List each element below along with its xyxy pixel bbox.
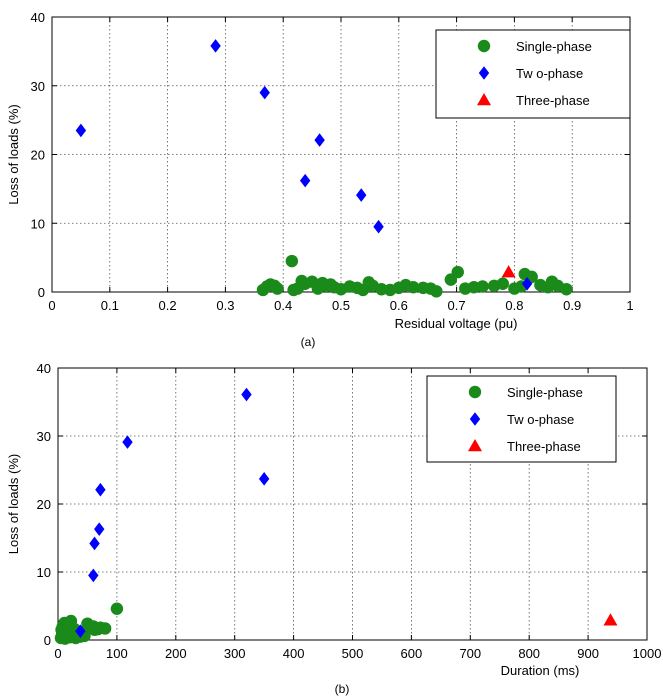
data-point-circle [110, 602, 124, 615]
series-triangle [501, 265, 516, 278]
x-tick-label: 400 [283, 646, 305, 661]
x-tick-label: 0.2 [159, 298, 177, 313]
x-tick-label: 0.1 [101, 298, 119, 313]
data-point-diamond [521, 276, 533, 291]
x-tick-label: 0.3 [216, 298, 234, 313]
data-point-diamond [259, 85, 270, 100]
legend-label: Tw o-phase [507, 412, 574, 427]
y-tick-label: 0 [38, 285, 45, 300]
data-point-diamond [75, 123, 87, 138]
legend-marker-circle [468, 385, 482, 399]
legend: Single-phase Tw o-phase Three-phase [426, 375, 617, 463]
data-point-diamond [88, 568, 99, 583]
chart-a: 0 0.1 0.2 0.3 0.4 0.5 0.6 0.7 0.8 0.9 1010203040Re… [6, 10, 634, 349]
data-point-circle [285, 254, 299, 268]
x-tick-label: 900 [577, 646, 599, 661]
y-tick-label: 20 [31, 148, 45, 163]
series-diamond [75, 39, 533, 291]
legend-label: Single-phase [516, 39, 592, 54]
data-point-diamond [373, 219, 384, 234]
data-point-circle [98, 622, 112, 635]
legend-marker-diamond [469, 412, 481, 426]
data-point-triangle [501, 265, 516, 278]
legend-label: Three-phase [507, 439, 581, 454]
legend-marker-triangle [477, 93, 491, 106]
chart-caption: (a) [301, 335, 316, 349]
series-triangle [603, 613, 618, 626]
grid [52, 17, 630, 292]
y-axis-label: Loss of loads (%) [6, 104, 21, 204]
legend-label: Three-phase [516, 93, 590, 108]
legend-marker-circle [477, 39, 491, 53]
x-tick-label: 0 [48, 298, 55, 313]
chart-caption: (b) [335, 682, 350, 696]
data-point-circle [407, 280, 420, 294]
x-tick-label: 200 [165, 646, 187, 661]
legend: Single-phase Tw o-phase Three-phase [435, 29, 631, 119]
data-point-diamond [89, 536, 100, 551]
y-tick-label: 0 [44, 633, 51, 648]
data-point-diamond [210, 39, 221, 53]
x-tick-label: 0.8 [505, 298, 523, 313]
data-point-diamond [299, 173, 311, 188]
data-point-circle [560, 283, 573, 296]
x-tick-label: 0.5 [332, 298, 350, 313]
data-point-diamond [314, 133, 325, 147]
series-circle [256, 254, 573, 298]
legend-marker-diamond [478, 66, 490, 80]
y-tick-label: 30 [31, 79, 45, 94]
data-point-triangle [603, 613, 618, 626]
x-tick-label: 100 [106, 646, 128, 661]
y-axis-label: Loss of loads (%) [6, 454, 21, 554]
legend-box [435, 29, 631, 119]
y-tick-label: 10 [31, 216, 45, 231]
x-tick-label: 500 [342, 646, 364, 661]
x-tick-label: 800 [518, 646, 540, 661]
x-tick-label: 1000 [633, 646, 662, 661]
data-point-circle [476, 280, 489, 293]
data-point-circle [451, 265, 464, 279]
data-point-diamond [75, 624, 86, 638]
legend-label: Tw o-phase [516, 66, 583, 81]
x-tick-label: 0 [54, 646, 61, 661]
data-point-diamond [95, 482, 106, 497]
x-tick-label: 600 [401, 646, 423, 661]
y-tick-label: 10 [37, 565, 51, 580]
x-tick-label: 0.4 [274, 298, 292, 313]
x-axis-label: Duration (ms) [501, 663, 580, 678]
legend-marker-triangle [468, 439, 482, 452]
data-point-diamond [94, 522, 105, 536]
data-point-diamond [356, 188, 367, 202]
x-tick-label: 1 [626, 298, 633, 313]
y-tick-label: 20 [37, 497, 51, 512]
data-point-diamond [122, 435, 133, 449]
x-tick-label: 300 [224, 646, 246, 661]
data-point-circle [271, 282, 284, 295]
legend-box [426, 375, 617, 463]
y-tick-label: 30 [37, 429, 51, 444]
x-tick-label: 700 [459, 646, 481, 661]
chart-b: 0 100 200 300 400 500 600 700 800 900 1000 0 10 20 30 4… [6, 361, 661, 696]
series-diamond [75, 387, 270, 638]
data-point-diamond [258, 472, 270, 486]
data-point-circle [430, 285, 443, 298]
legend-label: Single-phase [507, 385, 583, 400]
x-tick-label: 0.9 [563, 298, 581, 313]
data-point-circle [496, 277, 510, 290]
data-point-diamond [241, 387, 252, 402]
y-tick-label: 40 [31, 10, 45, 25]
x-tick-label: 0.7 [448, 298, 466, 313]
y-tick-label: 40 [37, 361, 51, 376]
x-axis-label: Residual voltage (pu) [395, 316, 518, 331]
x-tick-label: 0.6 [390, 298, 408, 313]
